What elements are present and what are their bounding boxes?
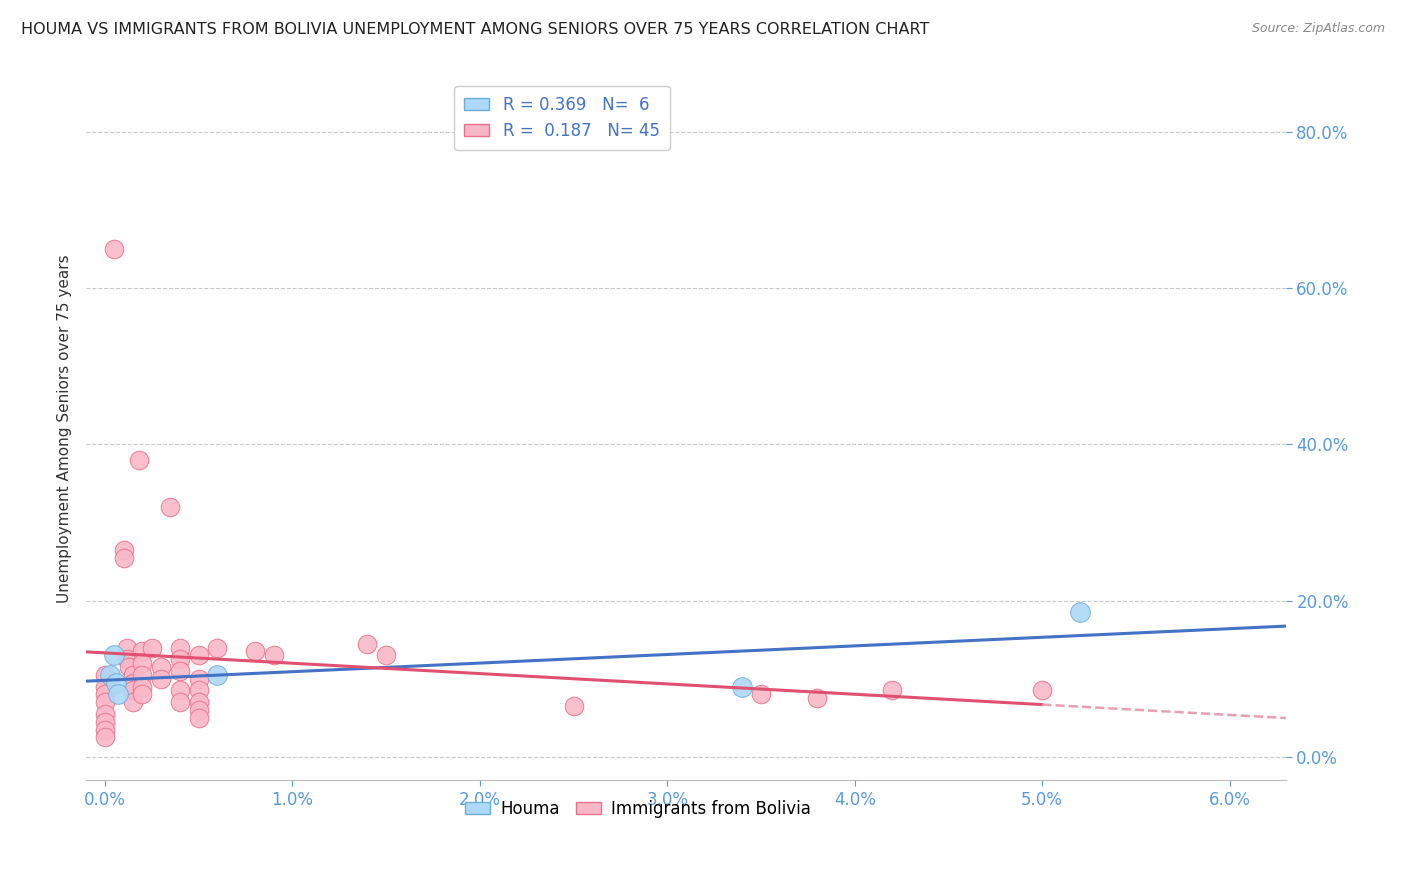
Point: [159, 500, 181, 514]
Point: [356, 637, 378, 651]
Point: [118, 660, 141, 674]
Y-axis label: Unemployment Among Seniors over 75 years: Unemployment Among Seniors over 75 years: [58, 254, 72, 603]
Point: [94, 731, 117, 745]
Point: [131, 668, 153, 682]
Point: [112, 550, 135, 565]
Point: [94, 695, 117, 709]
Text: HOUMA VS IMMIGRANTS FROM BOLIVIA UNEMPLOYMENT AMONG SENIORS OVER 75 YEARS CORREL: HOUMA VS IMMIGRANTS FROM BOLIVIA UNEMPLO…: [21, 22, 929, 37]
Point: [263, 648, 285, 663]
Point: [806, 691, 828, 706]
Point: [187, 711, 209, 725]
Point: [207, 640, 229, 655]
Point: [94, 668, 117, 682]
Legend: Houma, Immigrants from Bolivia: Houma, Immigrants from Bolivia: [458, 793, 818, 825]
Point: [141, 640, 163, 655]
Point: [107, 687, 129, 701]
Point: [94, 706, 117, 721]
Point: [150, 660, 173, 674]
Point: [375, 648, 398, 663]
Point: [150, 672, 173, 686]
Point: [117, 640, 139, 655]
Point: [749, 687, 772, 701]
Point: [131, 644, 153, 658]
Point: [187, 648, 209, 663]
Point: [112, 543, 135, 558]
Point: [100, 668, 122, 682]
Point: [122, 668, 145, 682]
Point: [122, 695, 145, 709]
Point: [103, 242, 125, 256]
Point: [562, 699, 585, 714]
Point: [105, 675, 128, 690]
Text: Source: ZipAtlas.com: Source: ZipAtlas.com: [1251, 22, 1385, 36]
Point: [207, 668, 229, 682]
Point: [187, 683, 209, 698]
Point: [94, 680, 117, 694]
Point: [169, 652, 191, 666]
Point: [169, 695, 191, 709]
Point: [1031, 683, 1053, 698]
Point: [103, 648, 125, 663]
Point: [122, 683, 145, 698]
Point: [169, 640, 191, 655]
Point: [131, 687, 153, 701]
Point: [117, 652, 139, 666]
Point: [128, 453, 150, 467]
Point: [1069, 606, 1091, 620]
Point: [169, 664, 191, 678]
Point: [187, 695, 209, 709]
Point: [131, 656, 153, 670]
Point: [94, 714, 117, 729]
Point: [882, 683, 904, 698]
Point: [169, 683, 191, 698]
Point: [94, 723, 117, 737]
Point: [731, 680, 754, 694]
Point: [122, 675, 145, 690]
Point: [131, 680, 153, 694]
Point: [243, 644, 266, 658]
Point: [187, 672, 209, 686]
Point: [94, 687, 117, 701]
Point: [187, 703, 209, 717]
